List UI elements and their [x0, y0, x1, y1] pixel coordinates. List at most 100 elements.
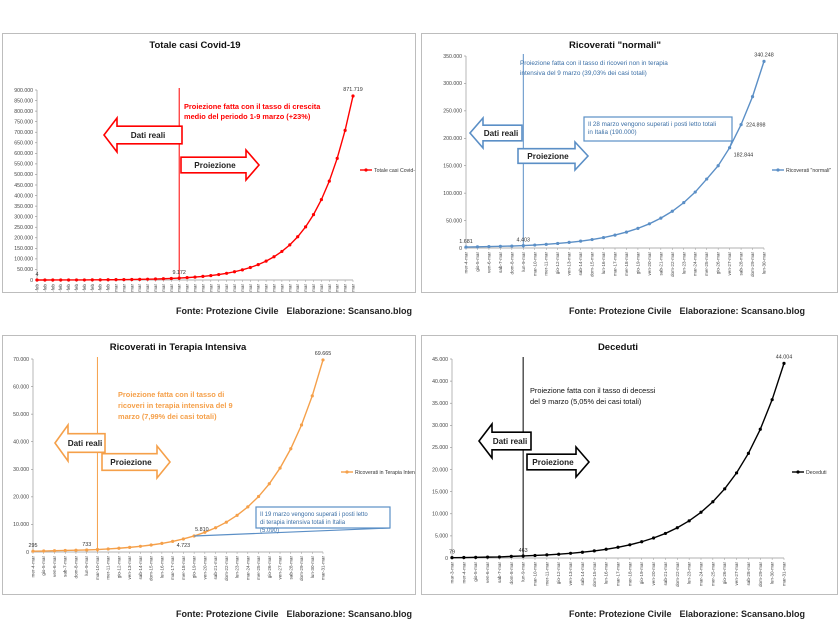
data-point — [299, 423, 304, 427]
data-point — [240, 268, 244, 272]
x-tick-label: mar-24-mar — [693, 252, 698, 276]
y-tick-label: 250.000 — [443, 109, 462, 115]
legend-label: Ricoverati in Terapia Intensiva — [355, 470, 415, 476]
x-tick-label: ven-13-mar — [568, 562, 573, 586]
x-tick-label: sab-22-feb — [50, 284, 55, 292]
x-tick-label: dom-23-feb — [58, 284, 63, 292]
data-point — [758, 427, 762, 431]
x-tick-label: ven-6-mar — [52, 556, 57, 577]
data-point — [149, 543, 153, 547]
data-point — [651, 536, 656, 540]
data-point — [487, 244, 491, 249]
y-tick-label: 60.000 — [13, 384, 29, 390]
x-tick-label: lun-23-mar — [235, 556, 240, 579]
arrow-right-shape — [101, 443, 172, 481]
x-tick-label: gio-12-mar — [556, 562, 561, 585]
x-tick-label: gio-5-mar — [475, 252, 480, 272]
x-tick-label: mer-25-mar — [710, 562, 715, 586]
data-point — [95, 547, 100, 552]
chart-title: Ricoverati "normali" — [569, 40, 661, 51]
x-tick-label: mar-24-mar — [295, 284, 300, 292]
callout-pointer — [194, 527, 391, 537]
x-tick-label: lun-16-mar — [232, 284, 237, 292]
data-point — [628, 543, 632, 547]
data-point — [35, 278, 39, 282]
data-point — [592, 549, 596, 553]
data-point — [521, 243, 525, 248]
footer-credit: Elaborazione: Scansano.blog — [286, 609, 413, 619]
y-tick-label: 50.000 — [17, 267, 33, 273]
x-tick-label: lun-2-mar — [121, 284, 126, 292]
chart-terapia-intensiva: Ricoverati in Terapia Intensiva 0 10.000 20… — [13, 342, 415, 581]
data-point — [122, 277, 126, 282]
x-tick-label: ven-27-mar — [278, 556, 283, 580]
data-point — [74, 548, 78, 552]
y-tick-label: 450.000 — [14, 183, 33, 189]
data-point — [106, 278, 110, 282]
projection-annotation: Proiezione fatta con il tasso di ricoveri… — [118, 390, 233, 421]
data-point — [464, 245, 468, 249]
x-tick-label: gio-27-feb — [90, 284, 95, 292]
x-tick-label: sab-29-feb — [106, 284, 111, 292]
x-tick-label: ven-13-mar — [567, 252, 572, 276]
data-point — [770, 398, 774, 402]
data-point — [450, 556, 454, 560]
data-point — [521, 554, 525, 558]
data-point — [74, 278, 79, 282]
arrow-right-shape — [517, 139, 590, 173]
x-tick-label: ven-27-mar — [734, 562, 739, 586]
x-tick-label: mar-10-mar — [532, 252, 537, 276]
x-tick-label: gio-5-mar — [41, 556, 46, 576]
x-tick-label: lun-30-mar — [310, 556, 315, 579]
data-point — [556, 241, 560, 246]
data-point — [59, 278, 63, 282]
x-tick-label: dom-8-mar — [73, 556, 78, 579]
data-label: 4.403 — [517, 238, 531, 244]
x-tick-label: mer-4-mar — [461, 562, 466, 584]
x-tick-label: sab-14-mar — [580, 562, 585, 586]
data-point — [509, 554, 513, 558]
x-tick-label: mar-10-mar — [95, 556, 100, 580]
footer-source: Fonte: Protezione Civile — [176, 609, 279, 619]
data-point — [568, 551, 573, 555]
callout-box — [583, 116, 733, 142]
data-point — [510, 244, 514, 248]
data-point — [533, 243, 537, 247]
legend-marker — [776, 168, 780, 172]
y-tick-label: 25.000 — [432, 445, 448, 451]
x-tick-label: mar-25-feb — [74, 284, 79, 292]
projection-annotation: Proiezione fatta con il tasso di decessi… — [530, 386, 656, 406]
x-tick-label: gio-26-mar — [716, 252, 721, 275]
legend-marker — [796, 470, 800, 474]
data-point — [613, 233, 617, 237]
callout-pointer — [729, 140, 733, 148]
data-point — [782, 361, 786, 366]
x-tick-label: lun-24-feb — [66, 284, 71, 292]
data-point — [604, 547, 608, 551]
data-point — [351, 94, 355, 98]
data-point — [235, 513, 239, 517]
x-tick-label: ven-20-mar — [647, 252, 652, 276]
data-point — [693, 190, 697, 194]
x-tick-label: lun-23-mar — [687, 562, 692, 585]
data-point — [52, 549, 57, 553]
x-tick-label: gio-5-mar — [473, 562, 478, 582]
x-tick-label: sab-28-mar — [288, 556, 293, 580]
arrow-right-label: Proiezione — [532, 458, 574, 467]
data-point — [304, 225, 308, 229]
footer-top-left: Fonte: Protezione Civile Elaborazione: Sc… — [176, 306, 412, 316]
data-point — [280, 249, 284, 254]
y-tick-label: 20.000 — [13, 495, 29, 501]
chart-panel-deceduti: Deceduti 0 5.000 10.000 15.000 20.000 25.000 30… — [421, 335, 838, 595]
legend-marker — [345, 470, 349, 474]
data-point — [545, 553, 549, 557]
y-tick-label: 35.000 — [432, 401, 448, 407]
footer-source: Fonte: Protezione Civile — [176, 306, 279, 316]
arrow-right-shape — [526, 444, 591, 480]
data-point — [209, 273, 213, 278]
data-point — [256, 263, 260, 267]
x-tick-label: lun-9-mar — [84, 556, 89, 576]
data-label: 4 — [36, 272, 39, 278]
data-point — [567, 240, 571, 245]
x-tick-label: dom-1-mar — [114, 284, 119, 292]
